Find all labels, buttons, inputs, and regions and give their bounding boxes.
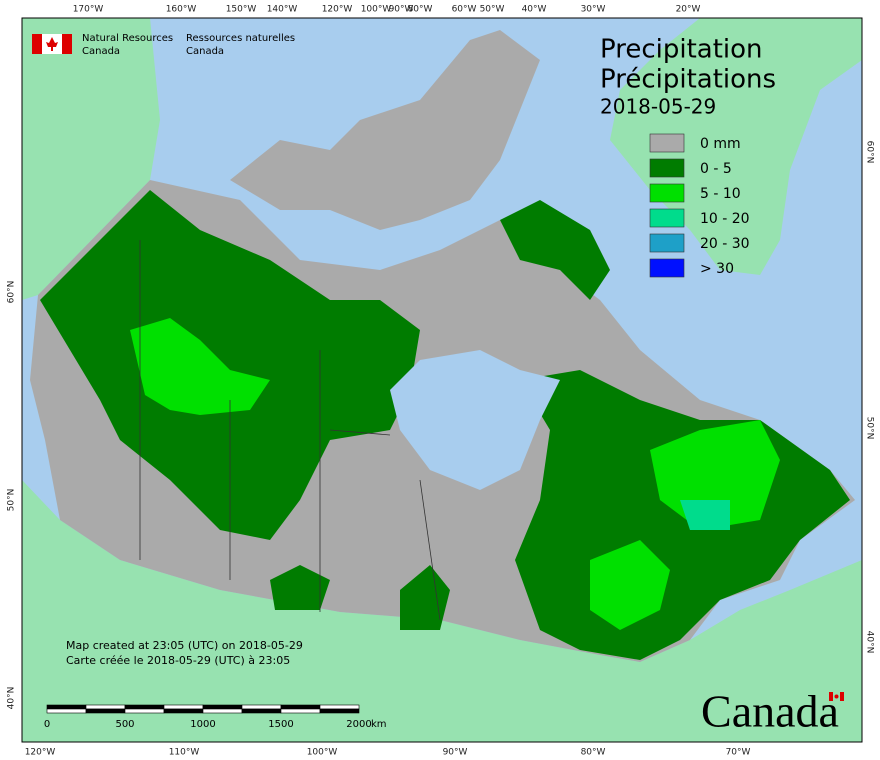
scale-segment	[319, 708, 360, 714]
hudson-bay	[390, 350, 560, 490]
scale-segment	[241, 704, 282, 710]
scale-label: 1500	[268, 719, 293, 730]
longitude-label: 160°W	[166, 5, 197, 15]
org-en: Canada	[82, 46, 120, 57]
logo	[32, 34, 72, 54]
latitude-label: 60°N	[865, 141, 875, 164]
zone-5-10-quebec	[590, 540, 670, 630]
org-en: Natural Resources	[82, 33, 173, 44]
scale-segment	[202, 708, 243, 714]
longitude-label: 20°W	[676, 5, 701, 15]
flag-bar	[32, 34, 42, 54]
longitude-label: 90°W	[443, 748, 468, 758]
scale-label: 1000	[190, 719, 215, 730]
legend-label: 5 - 10	[700, 186, 741, 202]
legend-swatch	[649, 133, 685, 153]
longitude-label: 70°W	[726, 748, 751, 758]
baffin-south	[500, 200, 610, 300]
scale-segment	[85, 708, 126, 714]
flag-bar	[62, 34, 72, 54]
longitude-label: 120°W	[322, 5, 353, 15]
scale-bar: 0 500 1000 1500 2000 km	[44, 704, 387, 730]
longitude-label: 60°W	[452, 5, 477, 15]
usa	[22, 480, 862, 742]
title: Precipitation	[600, 35, 763, 65]
scale-segment	[319, 704, 360, 710]
scale-segment	[280, 708, 321, 714]
longitude-label: 120°W	[25, 748, 56, 758]
longitude-label: 80°W	[581, 748, 606, 758]
scale-segment	[241, 708, 282, 714]
footer-fr: Carte créée le 2018-05-29 (UTC) à 23:05	[66, 654, 290, 667]
maple-leaf	[834, 694, 839, 699]
latitude-label: 60°N	[7, 281, 17, 304]
longitude-label: 90°W	[389, 5, 414, 15]
frame	[21, 17, 863, 743]
legend-swatch	[649, 258, 685, 278]
longitude-label: 80°W	[408, 5, 433, 15]
scale-segment	[202, 704, 243, 710]
scale-segment	[46, 704, 87, 710]
flag-bar	[829, 692, 833, 701]
legend-swatch	[649, 208, 685, 228]
footer-en: Map created at 23:05 (UTC) on 2018-05-29	[66, 639, 303, 652]
legend-swatch	[649, 158, 685, 178]
legend-label: > 30	[700, 261, 734, 277]
latitude-label: 50°N	[865, 417, 875, 440]
flag-bar	[840, 692, 844, 701]
legend-swatch	[649, 183, 685, 203]
longitude-label: 110°W	[169, 748, 200, 758]
zone-0-5-prairie	[270, 565, 330, 610]
scale-label: 500	[115, 719, 134, 730]
latitude-label: 40°N	[7, 687, 17, 710]
legend-swatch	[649, 233, 685, 253]
provincial-borders	[139, 240, 441, 621]
legend-label: 20 - 30	[700, 236, 750, 252]
legend-label: 10 - 20	[700, 211, 750, 227]
longitude-label: 150°W	[226, 5, 257, 15]
scale-segment	[124, 704, 165, 710]
org-fr: Ressources naturelles	[186, 33, 295, 44]
longitude-label: 30°W	[581, 5, 606, 15]
legend-label: 0 - 5	[700, 161, 732, 177]
zone-0-5-west	[40, 190, 420, 540]
zone-10-20-labrador	[680, 500, 730, 530]
org-fr: Canada	[186, 46, 224, 57]
graticule-labels: 170°W 160°W 150°W 140°W 120°W 100°W90°W80°W 60…	[7, 5, 875, 758]
title-fr: Précipitations	[600, 65, 776, 95]
longitude-label: 100°W	[361, 5, 392, 15]
latitude-label: 50°N	[7, 489, 17, 512]
scale-label: 2000	[346, 719, 371, 730]
scale-segment	[85, 704, 126, 710]
scale-segment	[46, 708, 87, 714]
longitude-label: 100°W	[307, 748, 338, 758]
longitude-label: 40°W	[522, 5, 547, 15]
longitude-label: 140°W	[267, 5, 298, 15]
wordmark: Canada	[701, 686, 839, 737]
scale-unit: km	[371, 719, 387, 730]
scale-segment	[280, 704, 321, 710]
legend: 0 mm 0 - 5 5 - 10 10 - 20 20 - 30 > 30	[649, 133, 750, 278]
arctic-islands	[230, 30, 540, 230]
date: 2018-05-29	[600, 95, 716, 119]
latitude-label: 40°N	[865, 631, 875, 654]
wordmark-flag	[829, 692, 844, 701]
scale-label: 0	[44, 719, 50, 730]
alaska	[22, 18, 160, 300]
maple-leaf	[46, 37, 58, 51]
scale-segment	[124, 708, 165, 714]
longitude-label: 50°W	[480, 5, 505, 15]
scale-segment	[163, 708, 204, 714]
longitude-label: 170°W	[73, 5, 104, 15]
zone-5-10-west	[130, 318, 270, 415]
zone-0-5-ontario	[400, 565, 450, 630]
legend-label: 0 mm	[700, 136, 741, 152]
scale-segment	[163, 704, 204, 710]
